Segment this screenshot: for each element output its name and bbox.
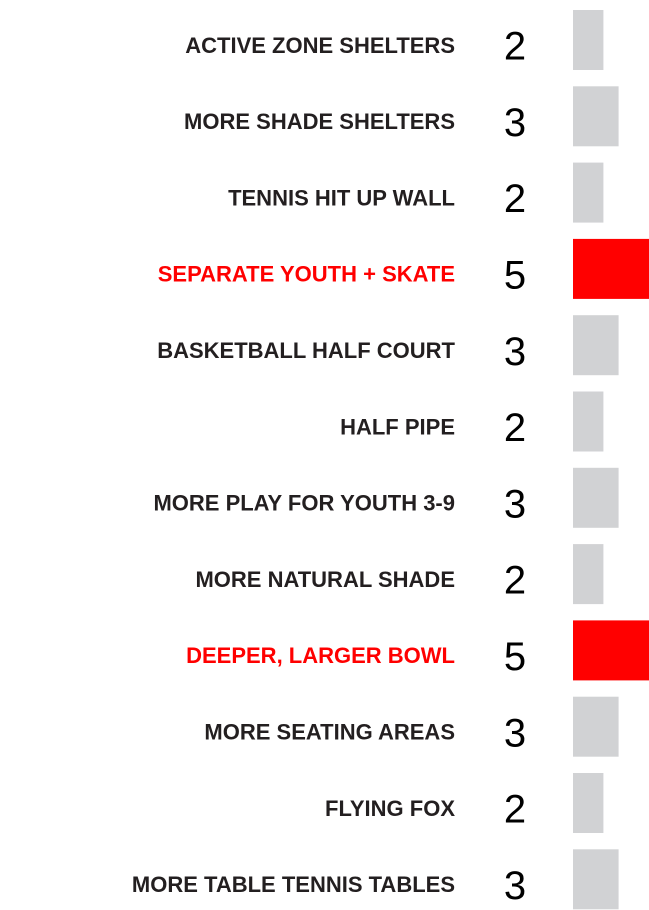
value-label: 2 bbox=[504, 559, 526, 603]
bar bbox=[573, 773, 604, 833]
value-label: 2 bbox=[504, 406, 526, 450]
category-label: MORE PLAY FOR YOUTH 3-9 bbox=[153, 491, 455, 516]
bar bbox=[573, 162, 604, 223]
category-label: MORE SHADE SHELTERS bbox=[184, 109, 455, 134]
category-label: TENNIS HIT UP WALL bbox=[228, 185, 455, 210]
bar bbox=[573, 467, 619, 528]
category-label: MORE NATURAL SHADE bbox=[195, 567, 455, 592]
value-label: 5 bbox=[504, 253, 526, 297]
bar bbox=[573, 696, 619, 757]
bar bbox=[573, 10, 604, 70]
category-label: MORE SEATING AREAS bbox=[204, 720, 455, 745]
value-label: 3 bbox=[504, 864, 526, 908]
category-label: MORE TABLE TENNIS TABLES bbox=[132, 872, 455, 897]
bar bbox=[573, 86, 619, 147]
value-label: 3 bbox=[504, 482, 526, 526]
bar bbox=[573, 238, 649, 299]
value-label: 3 bbox=[504, 711, 526, 755]
value-label: 5 bbox=[504, 635, 526, 679]
value-label: 2 bbox=[504, 177, 526, 221]
bar bbox=[573, 315, 619, 376]
category-label: HALF PIPE bbox=[340, 414, 455, 439]
bar bbox=[573, 544, 604, 605]
category-label: BASKETBALL HALF COURT bbox=[157, 338, 455, 363]
value-label: 2 bbox=[504, 25, 526, 69]
bar bbox=[573, 849, 619, 910]
category-label: FLYING FOX bbox=[325, 796, 455, 821]
value-label: 3 bbox=[504, 330, 526, 374]
category-label: SEPARATE YOUTH + SKATE bbox=[158, 262, 455, 287]
value-label: 3 bbox=[504, 101, 526, 145]
bar bbox=[573, 391, 604, 452]
bar bbox=[573, 620, 649, 681]
value-label: 2 bbox=[504, 788, 526, 832]
category-label: ACTIVE ZONE SHELTERS bbox=[185, 33, 455, 58]
category-label: DEEPER, LARGER BOWL bbox=[186, 643, 455, 668]
